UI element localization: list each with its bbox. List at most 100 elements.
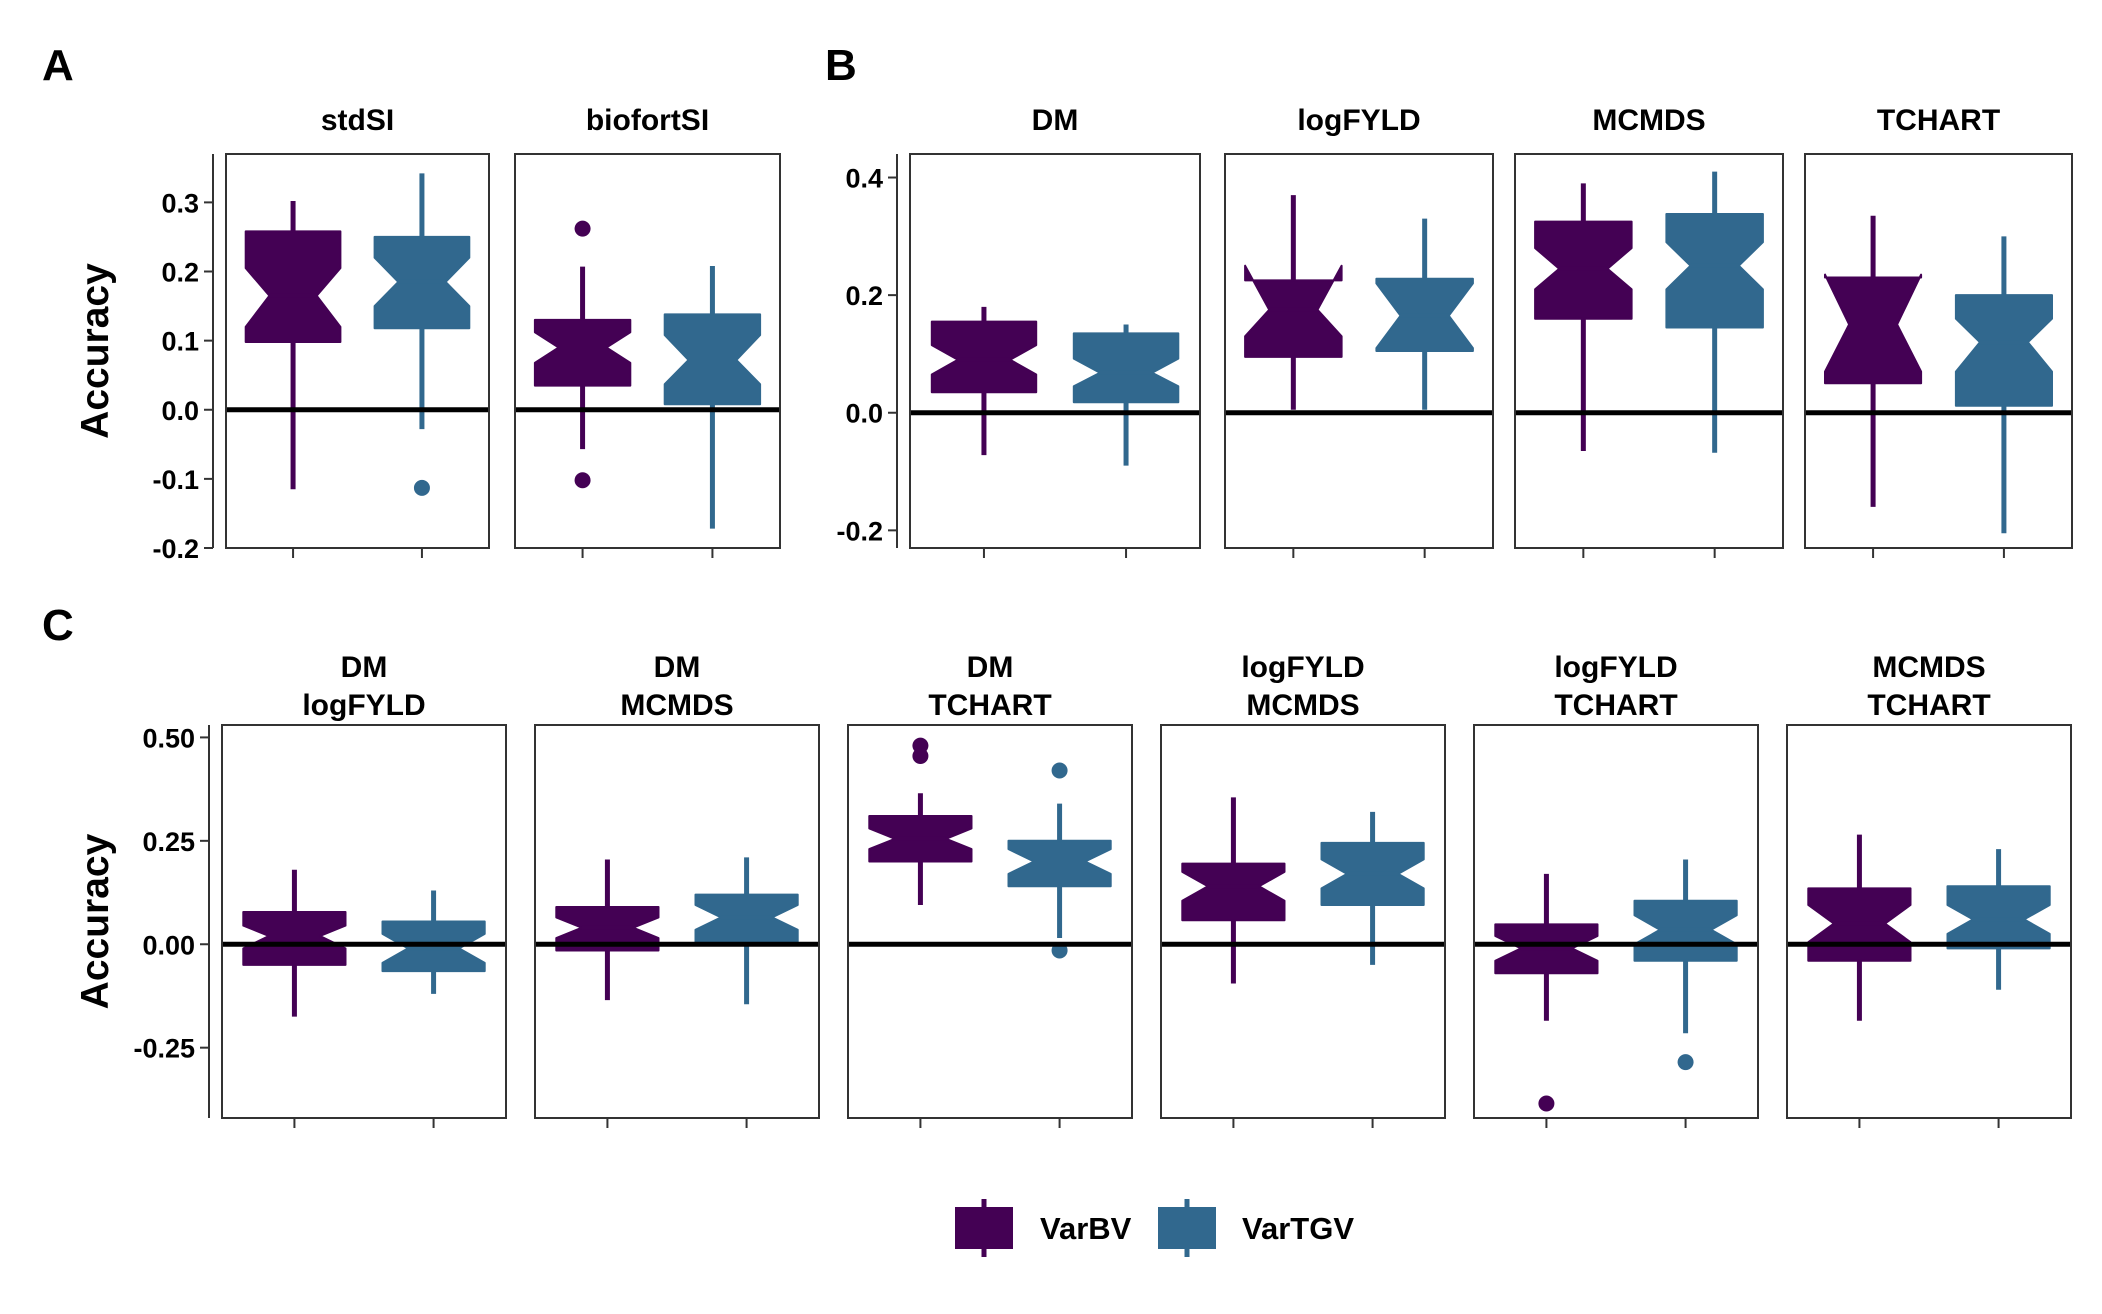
facet-frame xyxy=(221,724,507,1119)
y-tick-label: -0.2 xyxy=(152,534,199,564)
y-tick-label: 0.25 xyxy=(142,827,195,857)
notched-box xyxy=(1181,862,1286,922)
outlier-point xyxy=(1677,1054,1694,1071)
panel-letter-A: A xyxy=(42,41,74,90)
box-VarBV xyxy=(1807,834,1912,1021)
facet-logFYLD: logFYLD xyxy=(1224,104,1494,558)
facet-frame xyxy=(1473,724,1759,1119)
legend-item-VarBV: VarBV xyxy=(955,1199,1132,1257)
facet-strip-label: DM xyxy=(1032,104,1079,137)
facet-frame xyxy=(909,153,1201,549)
facet-strip-label: logFYLD xyxy=(1554,651,1677,684)
facet-strip-label: TCHART xyxy=(928,689,1051,722)
y-tick-label: 0.00 xyxy=(142,930,195,960)
facet-strip-label: MCMDS xyxy=(1872,651,1985,684)
facet-DM-TCHART: DM TCHART xyxy=(847,651,1133,1128)
facet-strip-label: TCHART xyxy=(1877,104,2000,137)
facet-DM: DM xyxy=(909,104,1201,558)
facet-stdSI: stdSI xyxy=(225,104,490,558)
panel-letter-B: B xyxy=(825,41,857,90)
panel-letter-C: C xyxy=(42,601,74,650)
facet-strip-label: DM xyxy=(341,651,388,684)
outlier-point xyxy=(574,220,591,237)
box-VarBV xyxy=(1181,797,1286,984)
legend-label: VarBV xyxy=(1040,1211,1132,1246)
facet-frame xyxy=(1160,724,1446,1119)
notched-box xyxy=(1007,839,1112,888)
facet-frame xyxy=(1804,153,2073,549)
box-VarTGV xyxy=(1633,859,1738,1071)
box-VarBV xyxy=(1494,873,1599,1112)
facet-strip-label: biofortSI xyxy=(586,104,709,137)
box-VarBV xyxy=(555,859,660,1001)
facet-frame xyxy=(534,724,820,1119)
y-tick-label: 0.4 xyxy=(845,164,883,194)
notched-box xyxy=(242,911,347,966)
facet-TCHART: TCHART xyxy=(1804,104,2073,558)
box-VarBV xyxy=(244,201,342,490)
box-VarTGV xyxy=(694,857,799,1005)
facet-strip-label: logFYLD xyxy=(1297,104,1420,137)
facet-strip-label: MCMDS xyxy=(1246,689,1359,722)
notched-box xyxy=(533,318,632,387)
notched-box xyxy=(1954,294,2053,407)
facet-frame xyxy=(1786,724,2072,1119)
facet-DM-logFYLD: DM logFYLD xyxy=(221,651,507,1128)
legend: VarBV VarTGV xyxy=(955,1199,1354,1257)
box-VarTGV xyxy=(1007,762,1112,959)
box-VarBV xyxy=(533,220,632,489)
facet-strip-label: DM xyxy=(967,651,1014,684)
y-axis-label: Accuracy xyxy=(74,833,117,1009)
panel-A: A Accuracy -0.2 -0.1 0.0 0.1 0.2 0.3 stdSI biofor… xyxy=(42,41,781,564)
box-VarTGV xyxy=(373,173,471,496)
facet-frame xyxy=(514,153,781,549)
y-tick-label: 0.0 xyxy=(845,399,883,429)
outlier-point xyxy=(1051,762,1068,779)
facet-strip-label: DM xyxy=(654,651,701,684)
facet-strip-label: MCMDS xyxy=(1592,104,1705,137)
facet-strip-label: logFYLD xyxy=(1241,651,1364,684)
box-VarTGV xyxy=(1954,236,2053,534)
notched-box xyxy=(1665,213,1764,329)
notched-box xyxy=(930,320,1038,394)
y-tick-label: 0.2 xyxy=(845,281,883,311)
box-VarBV xyxy=(1534,183,1633,451)
box-VarTGV xyxy=(1320,811,1425,965)
outlier-point xyxy=(912,748,929,765)
legend-label: VarTGV xyxy=(1242,1211,1354,1246)
facet-strip-label: logFYLD xyxy=(302,689,425,722)
y-tick-label: 0.3 xyxy=(161,188,199,218)
facet-frame xyxy=(847,724,1133,1119)
box-VarTGV xyxy=(1375,218,1474,410)
y-tick-label: -0.25 xyxy=(133,1034,195,1064)
outlier-point xyxy=(413,479,430,496)
box-VarBV xyxy=(1824,215,1923,507)
box-VarBV xyxy=(868,737,973,905)
y-tick-label: 0.2 xyxy=(161,258,199,288)
box-VarBV xyxy=(930,306,1038,456)
y-tick-label: 0.1 xyxy=(161,327,199,357)
y-tick-label: -0.2 xyxy=(836,516,883,546)
notched-box xyxy=(1072,332,1180,404)
notched-box xyxy=(244,230,342,343)
y-axis-label: Accuracy xyxy=(74,263,117,439)
facet-logFYLD-TCHART: logFYLD TCHART xyxy=(1473,651,1759,1128)
facet-strip-label: MCMDS xyxy=(620,689,733,722)
panel-C: C Accuracy -0.25 0.00 0.25 0.50 DM logFYLD DM MCM… xyxy=(42,601,2072,1128)
y-tick-label: 0.0 xyxy=(161,396,199,426)
box-VarTGV xyxy=(1946,849,2051,990)
box-VarTGV xyxy=(1072,324,1180,466)
legend-item-VarTGV: VarTGV xyxy=(1158,1199,1354,1257)
facet-biofortSI: biofortSI xyxy=(514,104,781,558)
outlier-point xyxy=(574,472,591,489)
facet-strip-label: TCHART xyxy=(1554,689,1677,722)
facet-MCMDS: MCMDS xyxy=(1514,104,1784,558)
facet-frame xyxy=(225,153,490,549)
facet-strip-label: stdSI xyxy=(321,104,394,137)
notched-box xyxy=(1946,885,2051,950)
facet-frame xyxy=(1514,153,1784,549)
facet-frame xyxy=(1224,153,1494,549)
box-VarBV xyxy=(1244,195,1343,410)
facet-strip-label: TCHART xyxy=(1867,689,1990,722)
